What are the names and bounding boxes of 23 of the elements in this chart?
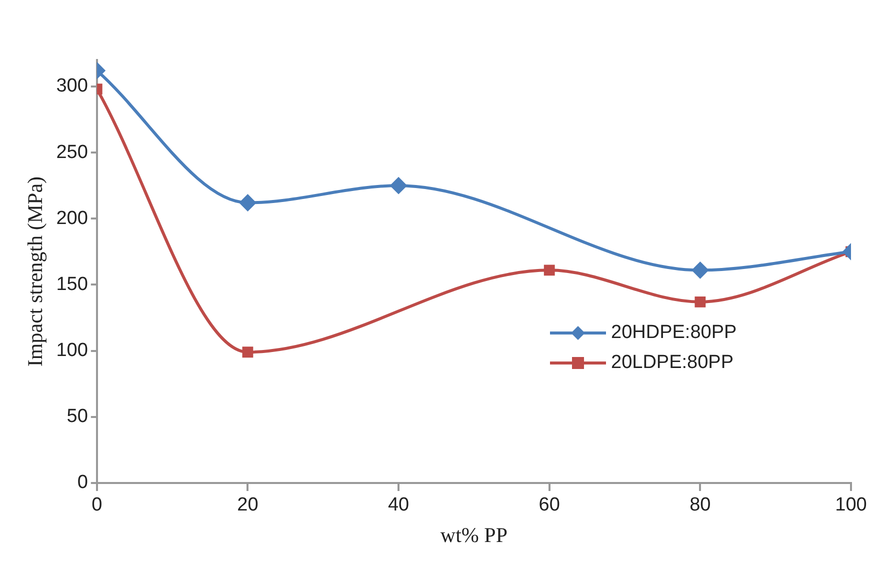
x-tick-label: 80 xyxy=(690,494,711,516)
legend-label: 20HDPE:80PP xyxy=(611,322,737,344)
y-axis-title: Impact strength (MPa) xyxy=(23,176,48,367)
y-tick-label: 0 xyxy=(77,472,88,494)
x-tick-label: 100 xyxy=(835,494,867,516)
y-tick-label: 150 xyxy=(56,274,88,295)
point xyxy=(242,346,254,358)
point xyxy=(544,264,555,276)
point xyxy=(239,194,256,212)
point xyxy=(694,296,706,308)
y-tick-label: 300 xyxy=(56,76,88,97)
y-tick-label: 250 xyxy=(56,142,88,163)
y-tick-label: 200 xyxy=(56,208,88,229)
x-tick-label: 40 xyxy=(388,494,410,516)
y-tick-label: 100 xyxy=(56,340,88,362)
legend-label: 20LDPE:80PP xyxy=(611,352,734,374)
point xyxy=(390,177,408,194)
x-tick-label: 20 xyxy=(237,494,258,516)
y-tick-label: 50 xyxy=(66,406,88,428)
x-axis-title: wt% PP xyxy=(440,522,508,547)
x-tick-label: 0 xyxy=(92,494,102,516)
x-tick-label: 60 xyxy=(538,494,560,516)
point xyxy=(692,262,709,279)
